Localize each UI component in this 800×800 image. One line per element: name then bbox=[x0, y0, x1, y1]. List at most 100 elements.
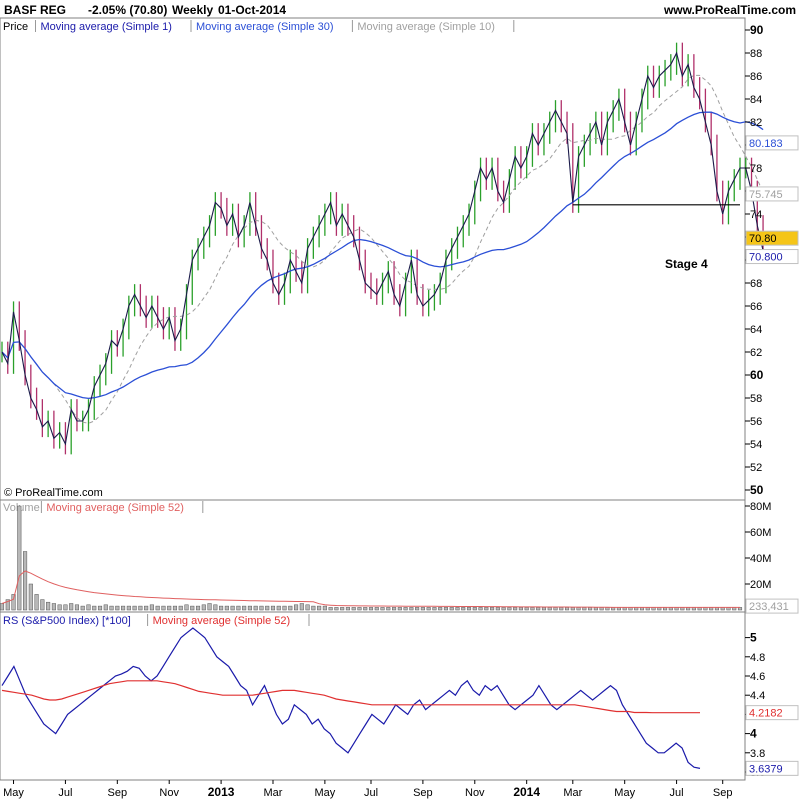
volume-bar bbox=[409, 607, 414, 611]
volume-bar bbox=[547, 607, 552, 611]
volume-bar bbox=[207, 603, 212, 611]
volume-bar bbox=[392, 607, 397, 611]
volume-bar bbox=[126, 605, 131, 611]
volume-bar bbox=[293, 604, 299, 611]
volume-bar bbox=[501, 607, 506, 611]
x-tick-label: Mar bbox=[264, 787, 283, 799]
volume-bar bbox=[103, 604, 108, 611]
volume-bar bbox=[466, 607, 472, 611]
volume-bar bbox=[28, 583, 33, 611]
y-tick-label: 4 bbox=[750, 727, 757, 741]
y-tick-label: 68 bbox=[750, 278, 762, 290]
x-tick-label: Jul bbox=[670, 787, 684, 799]
date-text: 01-Oct-2014 bbox=[218, 3, 286, 17]
volume-bar bbox=[253, 605, 258, 611]
volume-bar bbox=[507, 607, 512, 611]
site-link[interactable]: www.ProRealTime.com bbox=[663, 3, 796, 17]
volume-bar bbox=[588, 607, 593, 611]
volume-bar bbox=[270, 605, 276, 611]
legend-item: Moving average (Simple 52) bbox=[46, 502, 184, 514]
x-tick-label: Jul bbox=[58, 787, 72, 799]
y-tick-label: 86 bbox=[750, 71, 762, 83]
volume-bar bbox=[184, 604, 189, 611]
volume-bar bbox=[449, 607, 454, 611]
volume-bar bbox=[593, 607, 598, 611]
x-tick-label: Nov bbox=[465, 787, 485, 799]
ma10-line bbox=[1, 74, 764, 424]
volume-bar bbox=[121, 605, 126, 611]
y-tick-label: 80M bbox=[750, 501, 771, 513]
volume-bar bbox=[132, 605, 137, 611]
volume-bar bbox=[311, 605, 316, 611]
y-tick-label: 40M bbox=[750, 553, 771, 565]
volume-bar bbox=[236, 605, 241, 611]
volume-bar bbox=[259, 605, 264, 611]
volume-bar bbox=[541, 607, 547, 611]
x-tick-label: Nov bbox=[159, 787, 179, 799]
price-series bbox=[1, 42, 764, 455]
volume-bar bbox=[530, 607, 535, 611]
legend-item: RS (S&P500 Index) [*100] bbox=[3, 615, 131, 627]
volume-bar bbox=[322, 605, 327, 611]
value-badge-label: 70.800 bbox=[749, 252, 783, 264]
rs-series bbox=[1, 627, 701, 769]
volume-bar bbox=[403, 607, 408, 611]
volume-bar bbox=[109, 605, 114, 611]
volume-bar bbox=[368, 607, 374, 611]
volume-bar bbox=[305, 604, 310, 611]
volume-legend: Volume Moving average (Simple 52) bbox=[3, 501, 204, 514]
volume-bar bbox=[380, 607, 385, 611]
volume-bar bbox=[582, 607, 587, 611]
volume-bar bbox=[564, 607, 570, 611]
volume-bar bbox=[92, 605, 97, 611]
x-axis: May Jul Sep Nov 2013 Mar May Jul Sep Nov 2014 Mar Ma… bbox=[3, 780, 732, 799]
volume-bar bbox=[386, 607, 391, 611]
volume-bar bbox=[40, 599, 45, 611]
volume-bar bbox=[224, 605, 229, 611]
volume-bar bbox=[97, 605, 103, 611]
volume-bar bbox=[426, 607, 431, 611]
volume-bar bbox=[495, 607, 500, 611]
y-tick-label: 90 bbox=[750, 23, 764, 37]
volume-bar bbox=[74, 604, 80, 611]
x-tick-label: Mar bbox=[563, 787, 582, 799]
volume-bar bbox=[230, 605, 235, 611]
volume-bar bbox=[438, 607, 443, 611]
value-badge bbox=[745, 760, 799, 776]
y-tick-label: 20M bbox=[750, 579, 771, 591]
volume-bar bbox=[536, 607, 541, 611]
y-tick-label: 82 bbox=[750, 117, 762, 129]
volume-bar bbox=[397, 607, 402, 611]
volume-bar bbox=[213, 604, 218, 611]
value-badge-label: 70.80 bbox=[749, 233, 777, 245]
legend-item: Moving average (Simple 52) bbox=[153, 615, 291, 627]
volume-bar bbox=[415, 607, 420, 611]
volume-bar bbox=[144, 605, 149, 611]
x-tick-label: Jul bbox=[364, 787, 378, 799]
value-badge bbox=[745, 249, 799, 265]
volume-bar bbox=[155, 605, 160, 611]
volume-bar bbox=[195, 605, 201, 611]
period-text: Weekly bbox=[172, 3, 213, 17]
y-tick-label: 4.4 bbox=[750, 690, 765, 702]
value-badge bbox=[745, 230, 799, 246]
y-tick-label: 4.6 bbox=[750, 671, 765, 683]
volume-bar bbox=[5, 599, 10, 611]
volume-bar bbox=[69, 603, 74, 611]
y-tick-label: 60 bbox=[750, 368, 764, 382]
y-tick-label: 3.8 bbox=[750, 748, 765, 760]
volume-bar bbox=[0, 603, 5, 611]
volume-panel bbox=[0, 499, 746, 613]
rs-line bbox=[1, 627, 701, 769]
x-tick-label: Sep bbox=[713, 787, 733, 799]
volume-bar bbox=[432, 607, 437, 611]
x-tick-label: May bbox=[314, 787, 335, 799]
y-tick-label: 4.8 bbox=[750, 652, 765, 664]
value-badge-label: 233,431 bbox=[749, 601, 789, 613]
value-badge-label: 3.6379 bbox=[749, 763, 783, 775]
value-badge-label: 80.183 bbox=[749, 138, 783, 150]
volume-bar bbox=[161, 605, 166, 611]
volume-bar bbox=[51, 603, 56, 611]
x-tick-label: May bbox=[3, 787, 24, 799]
